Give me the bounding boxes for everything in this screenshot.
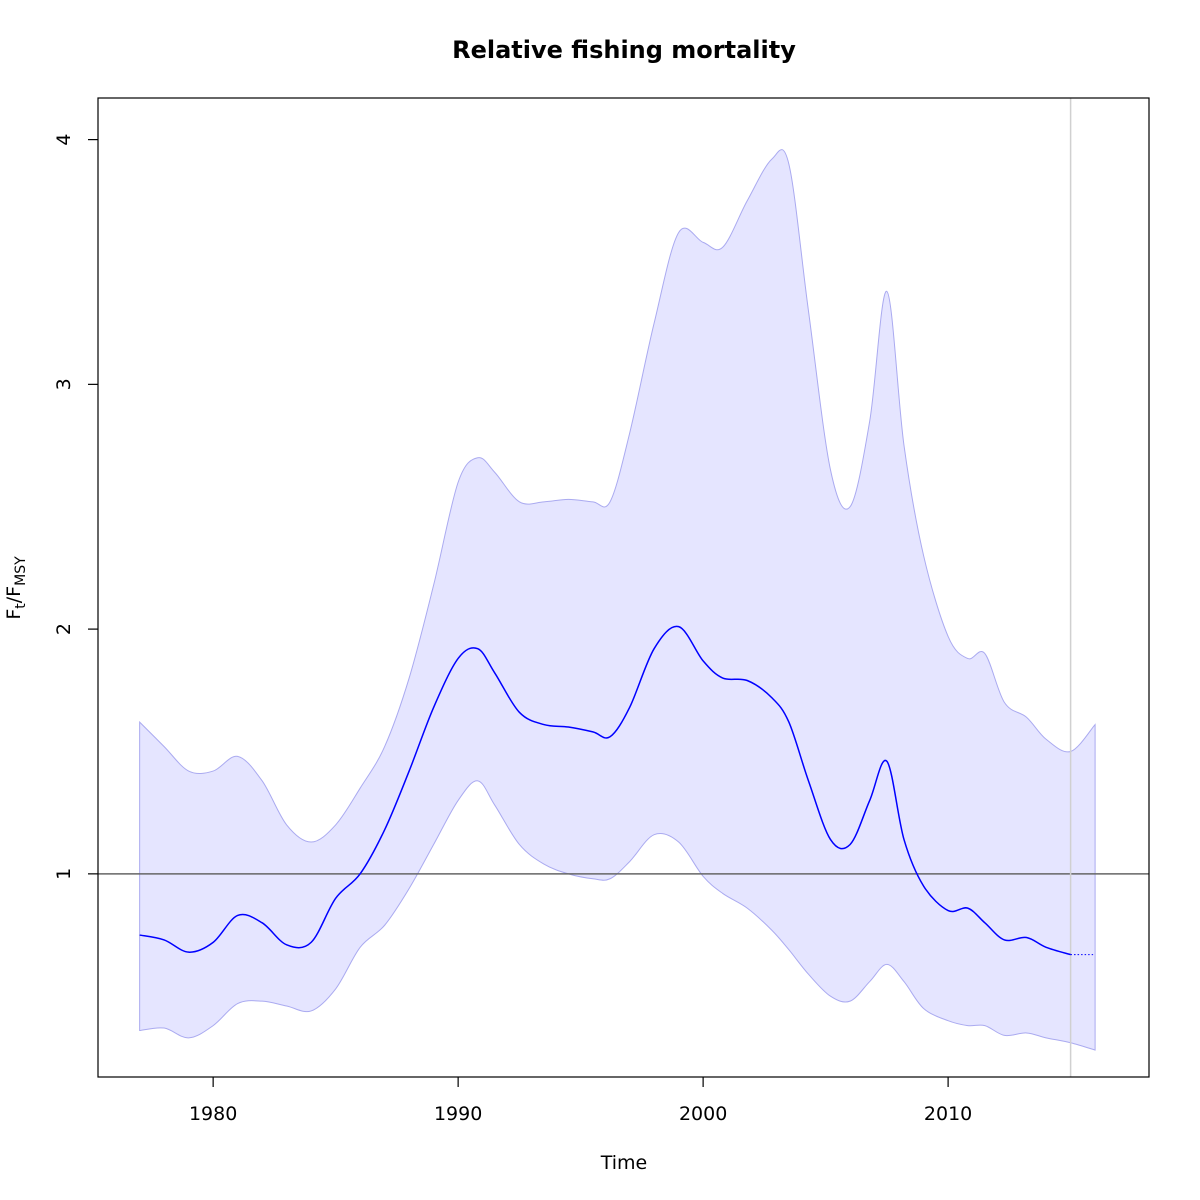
y-tick-label: 4: [53, 134, 75, 146]
y-axis-title-sep: /F: [3, 586, 25, 603]
x-axis-title: Time: [600, 1152, 648, 1174]
y-tick-label: 2: [53, 623, 75, 635]
chart-title: Relative fishing mortality: [452, 36, 796, 64]
y-axis-title: Ft/FMSY: [3, 556, 29, 620]
y-axis-title-main: F: [3, 609, 25, 620]
x-axis: 1980 1990 2000 2010: [189, 1077, 972, 1125]
y-tick-label: 1: [53, 868, 75, 880]
x-tick-label: 1980: [189, 1103, 237, 1125]
plot-area: [98, 98, 1149, 1077]
y-axis-title-sub2: MSY: [13, 556, 29, 586]
estimate-line: [139, 625, 1071, 956]
y-axis: 1 2 3 4: [53, 134, 98, 880]
plot-frame: [97, 97, 1150, 1078]
y-axis-title-sub1: t: [13, 603, 29, 609]
x-tick-label: 1990: [434, 1103, 482, 1125]
x-tick-label: 2010: [924, 1103, 972, 1125]
x-tick-label: 2000: [679, 1103, 727, 1125]
y-tick-label: 3: [53, 378, 75, 390]
confidence-band: [139, 149, 1096, 1051]
